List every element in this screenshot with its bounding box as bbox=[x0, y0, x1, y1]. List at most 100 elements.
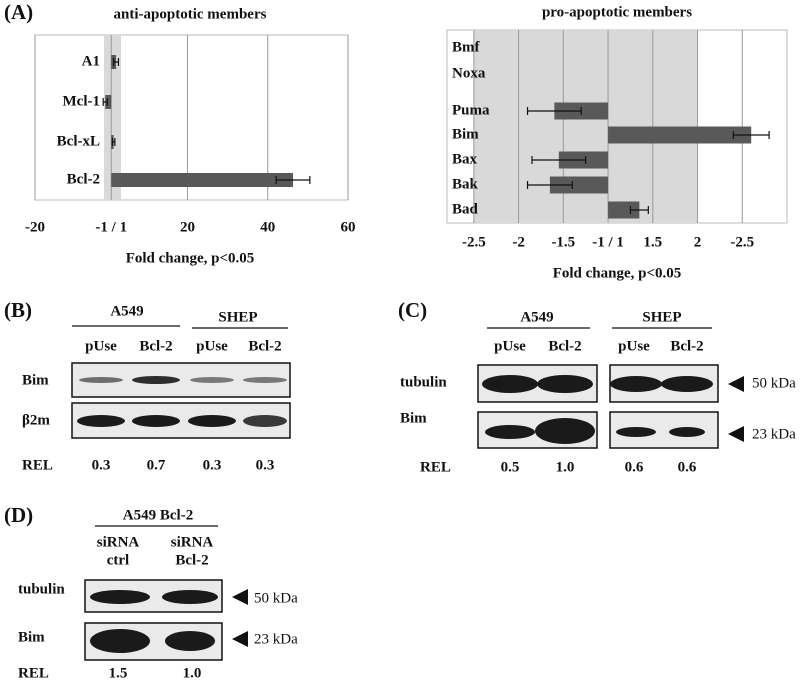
lane-label: ctrl bbox=[107, 552, 129, 568]
error-bar bbox=[629, 206, 649, 214]
x-tick-label: 60 bbox=[341, 219, 356, 235]
error-bar bbox=[111, 138, 116, 146]
rel-value: 1.0 bbox=[183, 665, 202, 681]
band bbox=[190, 377, 234, 383]
band bbox=[661, 376, 713, 392]
band bbox=[90, 590, 150, 604]
rel-value: 0.3 bbox=[203, 457, 222, 473]
bar bbox=[608, 201, 640, 219]
error-bar bbox=[531, 156, 587, 164]
x-tick-label: 1.5 bbox=[643, 234, 662, 250]
y-tick-label: Bmf bbox=[452, 39, 481, 55]
band bbox=[77, 415, 125, 427]
lane-label: pUse bbox=[618, 338, 650, 354]
arrow bbox=[232, 589, 248, 605]
band bbox=[610, 376, 662, 392]
band bbox=[90, 629, 150, 653]
x-tick-label: -2 bbox=[512, 234, 525, 250]
lane-label: pUse bbox=[85, 338, 117, 354]
band bbox=[165, 631, 215, 651]
band bbox=[537, 375, 593, 393]
lane-label: Bcl-2 bbox=[548, 338, 581, 354]
rel-value: 1.0 bbox=[556, 459, 575, 475]
group-label: A549 Bcl-2 bbox=[123, 507, 193, 523]
bar bbox=[549, 176, 609, 194]
y-tick-label: Puma bbox=[452, 102, 490, 118]
arrow bbox=[728, 426, 744, 442]
band bbox=[243, 377, 287, 383]
rel-value: 0.3 bbox=[92, 457, 111, 473]
band bbox=[162, 590, 218, 604]
lane-label: pUse bbox=[196, 338, 228, 354]
x-tick-label: -1 / 1 bbox=[95, 219, 127, 235]
error-bar bbox=[113, 58, 120, 66]
blot-panel: (B) A549 SHEP pUse Bcl-2 pUse Bcl-2 Bim … bbox=[4, 298, 291, 473]
group-label: A549 bbox=[110, 303, 143, 319]
panel-label: (C) bbox=[398, 298, 427, 322]
x-axis-label: Fold change, p<0.05 bbox=[126, 250, 255, 266]
group-label: SHEP bbox=[642, 309, 681, 325]
y-tick-label: Bcl-2 bbox=[67, 171, 100, 187]
error-bar bbox=[732, 131, 770, 139]
lane-label: Bcl-2 bbox=[248, 338, 281, 354]
x-axis-label: Fold change, p<0.05 bbox=[553, 265, 682, 281]
bar bbox=[608, 126, 752, 144]
x-tick-label: -2.5 bbox=[730, 234, 754, 250]
bar bbox=[111, 173, 294, 187]
x-tick-label: 20 bbox=[180, 219, 195, 235]
error-bar bbox=[526, 181, 573, 189]
row-label: tubulin bbox=[400, 374, 447, 390]
row-label: Bim bbox=[18, 629, 45, 645]
y-tick-label: Bim bbox=[452, 126, 479, 142]
size-label: 23 kDa bbox=[752, 426, 796, 442]
rel-value: 0.5 bbox=[501, 459, 520, 475]
error-bar bbox=[275, 176, 311, 184]
band bbox=[243, 415, 287, 427]
band bbox=[485, 425, 535, 439]
plot-area bbox=[34, 34, 349, 201]
lane-label: pUse bbox=[494, 338, 526, 354]
group-label: SHEP bbox=[218, 309, 257, 325]
band bbox=[535, 418, 595, 444]
error-bar bbox=[102, 98, 108, 106]
row-label: β2m bbox=[22, 412, 50, 428]
size-label: 50 kDa bbox=[752, 375, 796, 391]
rel-value: 0.6 bbox=[678, 459, 697, 475]
chart-title: pro-apoptotic members bbox=[542, 4, 692, 20]
panel-label: (A) bbox=[4, 0, 33, 24]
group-label: A549 bbox=[520, 309, 553, 325]
band bbox=[616, 427, 656, 437]
panel-label: (B) bbox=[4, 298, 32, 322]
row-label: Bim bbox=[22, 372, 49, 388]
lane-label: Bcl-2 bbox=[139, 338, 172, 354]
y-tick-label: Noxa bbox=[452, 65, 486, 81]
bar bbox=[105, 95, 112, 109]
x-tick-label: 2 bbox=[694, 234, 702, 250]
blot-panel: (D) A549 Bcl-2 siRNA ctrl siRNA Bcl-2 tu… bbox=[4, 503, 298, 682]
lane-label: Bcl-2 bbox=[175, 552, 208, 568]
y-tick-label: Mcl-1 bbox=[63, 93, 100, 109]
size-label: 50 kDa bbox=[254, 590, 298, 606]
chart-title: anti-apoptotic members bbox=[114, 6, 267, 22]
band bbox=[132, 376, 180, 384]
blot-panel: (C) A549 SHEP pUse Bcl-2 pUse Bcl-2 tubu… bbox=[398, 298, 796, 476]
band bbox=[188, 415, 236, 427]
band bbox=[482, 375, 538, 393]
row-label: Bim bbox=[400, 410, 427, 426]
rel-label: REL bbox=[18, 665, 49, 681]
lane-label: siRNA bbox=[171, 534, 214, 550]
rel-value: 0.6 bbox=[625, 459, 644, 475]
x-tick-label: -1 / 1 bbox=[592, 234, 624, 250]
rel-value: 0.3 bbox=[256, 457, 275, 473]
band bbox=[79, 377, 123, 383]
y-tick-label: Bax bbox=[452, 151, 478, 167]
y-tick-label: Bak bbox=[452, 176, 479, 192]
band bbox=[132, 415, 180, 427]
shade bbox=[104, 35, 121, 200]
y-tick-label: A1 bbox=[82, 53, 100, 69]
y-tick-label: Bcl-xL bbox=[57, 133, 100, 149]
rel-label: REL bbox=[22, 457, 53, 473]
error-bar bbox=[526, 107, 582, 115]
x-tick-label: -1.5 bbox=[551, 234, 575, 250]
